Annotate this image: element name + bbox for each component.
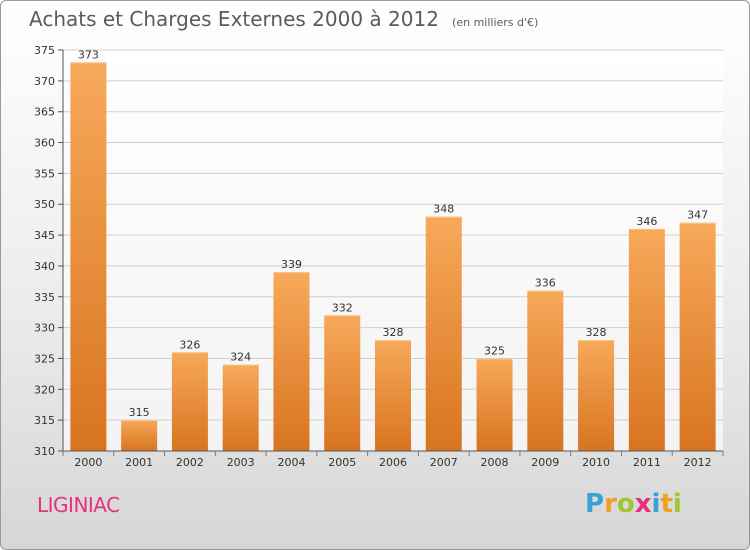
x-tick-label: 2008 <box>481 456 509 469</box>
bar-2001 <box>121 420 158 451</box>
bar-2005 <box>324 315 361 451</box>
y-tick-label: 330 <box>34 322 55 335</box>
y-tick-label: 310 <box>34 445 55 458</box>
bar-2003 <box>222 364 259 451</box>
data-label: 324 <box>230 351 251 364</box>
logo-letter: P <box>585 489 605 519</box>
y-tick-label: 315 <box>34 414 55 427</box>
chart-unit: (en milliers d'€) <box>452 16 539 29</box>
logo-letter: i <box>672 489 682 519</box>
bar-2008 <box>476 358 513 451</box>
x-axis-ticks: 2000 2001 2002 2003 2004 2005 2006 2007 2008 2009… <box>62 451 724 469</box>
data-label: 347 <box>687 209 708 222</box>
data-label: 336 <box>535 277 556 290</box>
x-tick-label: 2005 <box>328 456 356 469</box>
axes <box>62 50 723 452</box>
y-tick-label: 355 <box>34 167 55 180</box>
x-tick-label: 2007 <box>430 456 458 469</box>
bar-2006 <box>375 339 411 451</box>
x-tick-label: 2004 <box>277 456 305 469</box>
bars <box>70 62 716 451</box>
bar-2012 <box>679 222 716 451</box>
bar-2004 <box>273 272 310 451</box>
y-tick-label: 340 <box>34 260 55 273</box>
data-label: 328 <box>586 326 607 339</box>
logo-letter: x <box>634 489 652 519</box>
y-tick-label: 325 <box>34 352 55 365</box>
y-tick-label: 320 <box>34 383 55 396</box>
y-tick-label: 375 <box>34 44 55 57</box>
data-labels: 373 315 326 324 339 332 328 348 325 336 328 346 347 <box>78 48 708 419</box>
data-label: 326 <box>179 338 200 351</box>
x-tick-label: 2009 <box>531 456 559 469</box>
data-label: 373 <box>78 48 99 61</box>
bar-2009 <box>527 290 564 451</box>
x-tick-label: 2000 <box>74 456 102 469</box>
bar-2010 <box>578 339 615 451</box>
x-tick-label: 2003 <box>227 456 255 469</box>
data-label: 315 <box>129 406 150 419</box>
x-tick-label: 2011 <box>633 456 661 469</box>
logo-letter: o <box>616 489 635 519</box>
data-label: 348 <box>433 203 454 216</box>
y-tick-label: 360 <box>34 137 55 150</box>
x-tick-label: 2001 <box>125 456 153 469</box>
data-label: 346 <box>636 215 657 228</box>
y-tick-label: 370 <box>34 75 55 88</box>
y-tick-label: 335 <box>34 291 55 304</box>
data-label: 328 <box>383 326 404 339</box>
y-tick-label: 365 <box>34 106 55 119</box>
x-tick-label: 2010 <box>582 456 610 469</box>
title-row: Achats et Charges Externes 2000 à 2012 (… <box>29 7 538 31</box>
proxiti-logo: Proxiti <box>585 489 682 519</box>
bar-2000 <box>70 62 107 451</box>
data-label: 339 <box>281 258 302 271</box>
x-tick-label: 2006 <box>379 456 407 469</box>
bar-2007 <box>425 216 462 451</box>
x-tick-label: 2002 <box>176 456 204 469</box>
logo-letter: t <box>660 489 673 519</box>
y-tick-label: 350 <box>34 198 55 211</box>
bar-2011 <box>628 228 665 451</box>
commune-name: LIGINIAC <box>37 493 120 517</box>
y-axis-ticks: 310 315 320 325 330 335 340 345 350 355 360 365 370 3… <box>34 44 63 458</box>
bar-2002 <box>171 352 208 451</box>
logo-letter: r <box>604 489 617 519</box>
y-tick-label: 345 <box>34 229 55 242</box>
x-tick-label: 2012 <box>684 456 712 469</box>
data-label: 325 <box>484 344 505 357</box>
chart-title: Achats et Charges Externes 2000 à 2012 <box>29 7 439 31</box>
data-label: 332 <box>332 301 353 314</box>
logo-letter: i <box>651 489 661 519</box>
